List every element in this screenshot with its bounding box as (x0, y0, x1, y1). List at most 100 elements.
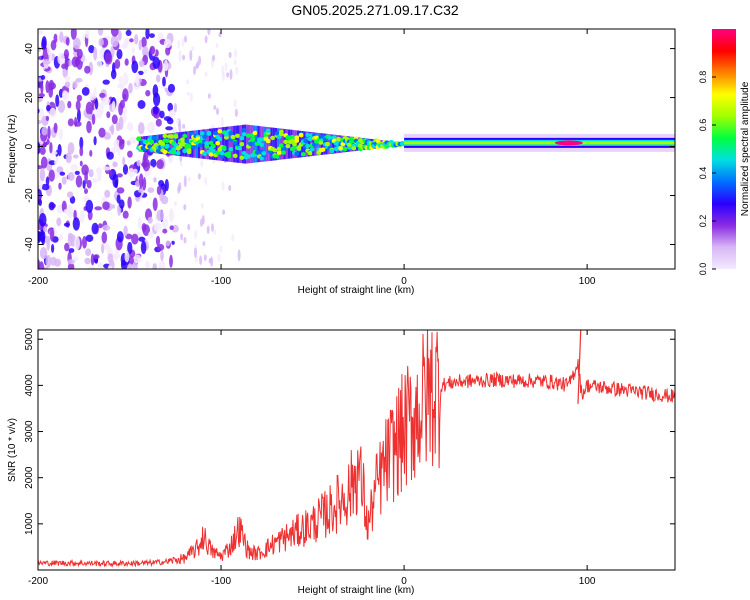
noise-speck (67, 263, 75, 269)
noise-speck (70, 29, 77, 40)
band-blob (202, 151, 208, 156)
noise-speck (142, 224, 150, 237)
noise-speck (38, 230, 41, 244)
noise-speck (233, 99, 237, 108)
noise-speck (40, 156, 48, 169)
noise-speck (102, 79, 110, 85)
band-column (268, 127, 271, 161)
noise-speck (237, 249, 241, 262)
colorbar (712, 29, 736, 269)
x-tick-label: 100 (579, 576, 596, 587)
noise-speck (163, 59, 169, 72)
noise-speck (51, 243, 55, 253)
noise-speck (61, 176, 67, 185)
noise-speck (118, 139, 125, 150)
band-column (263, 126, 267, 162)
band-blob (215, 141, 221, 146)
noise-speck (178, 50, 182, 62)
noise-speck (127, 263, 133, 269)
y-tick-label: 2000 (24, 466, 35, 489)
noise-speck (85, 30, 90, 39)
noise-speck (204, 176, 208, 186)
noise-speck (201, 215, 205, 225)
noise-speck (93, 254, 100, 259)
band-column (288, 129, 291, 159)
noise-speck (139, 173, 144, 188)
band-blob (164, 143, 170, 148)
noise-speck (124, 251, 130, 263)
band-blob (303, 138, 309, 144)
noise-speck (189, 92, 193, 102)
noise-speck (50, 40, 57, 51)
band-blob (228, 147, 234, 152)
noise-speck (41, 36, 47, 50)
noise-speck (41, 234, 45, 246)
noise-speck (165, 126, 174, 131)
noise-speck (67, 191, 74, 198)
noise-speck (229, 69, 233, 80)
noise-speck (114, 59, 121, 69)
noise-speck (68, 248, 75, 253)
band-column (274, 128, 278, 161)
band-blob (305, 132, 311, 137)
noise-speck (166, 117, 174, 125)
noise-speck (88, 169, 94, 178)
noise-speck (210, 256, 214, 267)
band-column (266, 127, 269, 162)
noise-speck (44, 75, 48, 80)
band-blob (160, 141, 166, 146)
noise-speck (40, 75, 46, 80)
noise-speck (196, 61, 200, 69)
noise-speck (54, 160, 58, 165)
colorbar-tick-label: 0.6 (698, 119, 708, 132)
noise-speck (180, 233, 184, 241)
noise-speck (187, 223, 191, 231)
noise-speck (155, 235, 161, 246)
noise-speck (168, 208, 174, 223)
noise-speck (38, 30, 44, 35)
y-tick-label: 40 (24, 43, 35, 55)
noise-speck (156, 74, 161, 83)
noise-speck (186, 91, 190, 96)
band-blob (204, 141, 210, 146)
noise-speck (213, 105, 217, 110)
spectrogram-xlabel: Height of straight line (km) (298, 285, 415, 296)
band-column (296, 130, 299, 158)
noise-speck (49, 227, 55, 242)
noise-speck (82, 236, 87, 249)
noise-speck (147, 187, 155, 193)
noise-speck (141, 36, 147, 48)
band-blob (230, 135, 236, 140)
noise-speck (222, 209, 226, 215)
band-column (272, 127, 275, 161)
band-blob (325, 141, 331, 147)
noise-speck (112, 161, 118, 168)
band-blob (186, 149, 192, 155)
noise-speck (85, 199, 94, 213)
noise-speck (88, 266, 96, 269)
band-blob (237, 146, 243, 151)
noise-speck (107, 253, 114, 263)
noise-speck (234, 108, 238, 118)
noise-speck (75, 175, 83, 188)
y-tick-label: -40 (24, 237, 35, 252)
band-column (213, 128, 216, 160)
band-blob (281, 150, 287, 155)
noise-speck (127, 122, 134, 131)
band-blob (197, 142, 203, 148)
snr-xlabel: Height of straight line (km) (298, 585, 415, 596)
band-column (189, 130, 192, 158)
band-blob (215, 150, 221, 155)
noise-speck (99, 102, 104, 115)
noise-speck (45, 254, 52, 268)
band-column (222, 127, 225, 161)
noise-speck (162, 76, 166, 87)
noise-speck (94, 98, 99, 110)
band-blob (274, 154, 280, 159)
band-blob (171, 150, 177, 155)
band-blob (246, 154, 251, 159)
noise-speck (231, 234, 235, 242)
noise-speck (152, 197, 158, 211)
noise-speck (85, 248, 92, 256)
noise-speck (211, 223, 214, 232)
